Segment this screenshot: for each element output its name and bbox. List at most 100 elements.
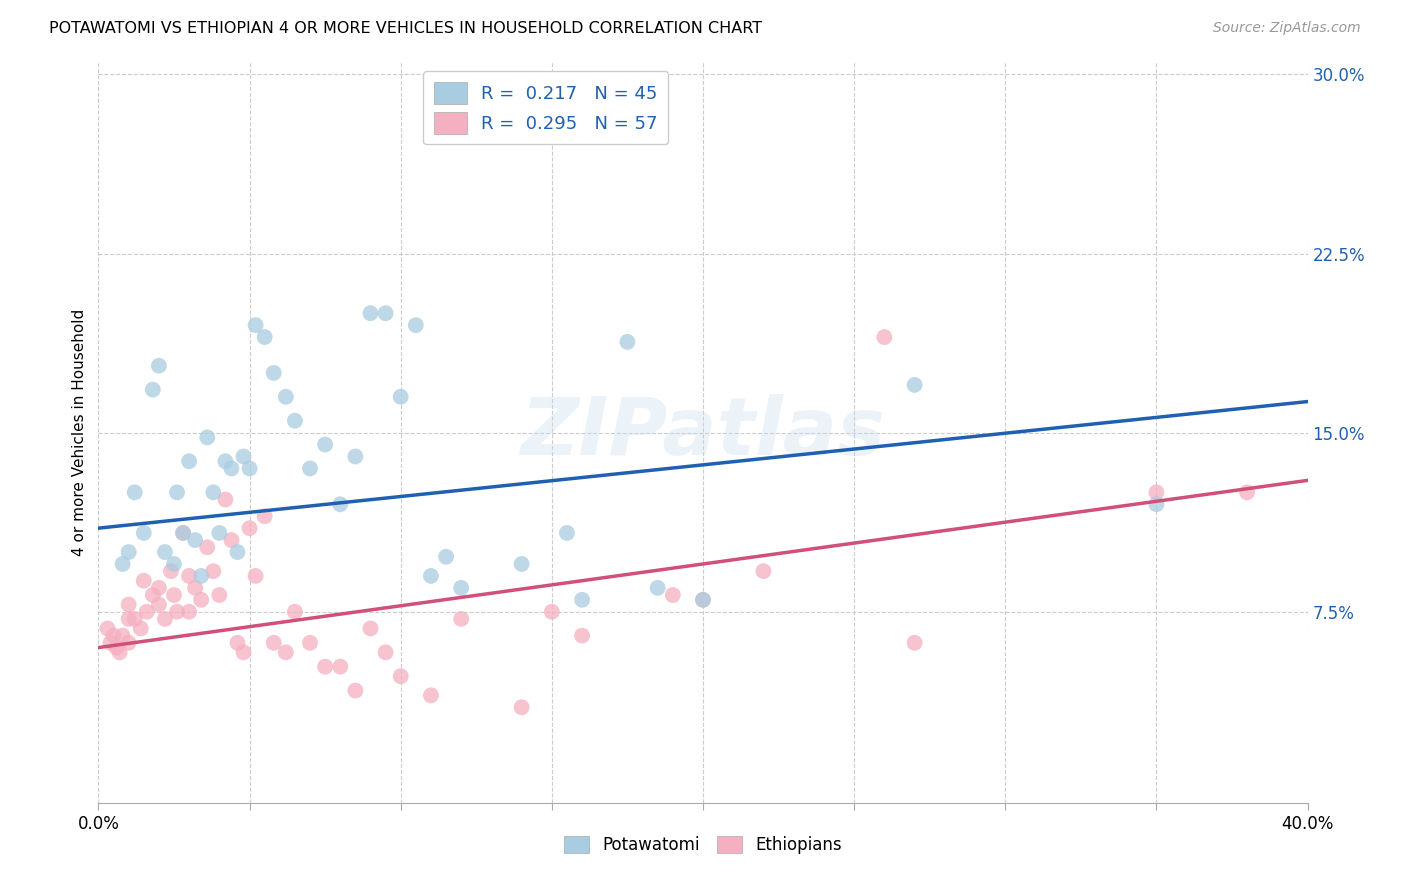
Point: [1236, 485, 1258, 500]
Point: [148, 581, 170, 595]
Point: [172, 525, 194, 540]
Point: [108, 645, 131, 659]
Point: [374, 306, 396, 320]
Point: [214, 454, 236, 468]
Point: [111, 557, 134, 571]
Point: [510, 700, 533, 714]
Text: POTAWATOMI VS ETHIOPIAN 4 OR MORE VEHICLES IN HOUSEHOLD CORRELATION CHART: POTAWATOMI VS ETHIOPIAN 4 OR MORE VEHICL…: [49, 21, 762, 36]
Point: [253, 509, 276, 524]
Point: [232, 645, 254, 659]
Point: [329, 497, 352, 511]
Point: [184, 533, 207, 547]
Point: [153, 545, 176, 559]
Point: [245, 318, 267, 333]
Point: [904, 377, 927, 392]
Text: ZIPatlas: ZIPatlas: [520, 393, 886, 472]
Point: [208, 588, 231, 602]
Point: [135, 605, 157, 619]
Point: [661, 588, 683, 602]
Point: [124, 612, 146, 626]
Point: [232, 450, 254, 464]
Point: [226, 636, 249, 650]
Point: [221, 461, 243, 475]
Point: [166, 605, 188, 619]
Point: [163, 588, 186, 602]
Point: [555, 525, 578, 540]
Point: [96, 622, 118, 636]
Point: [239, 461, 262, 475]
Point: [647, 581, 669, 595]
Point: [111, 629, 134, 643]
Point: [510, 557, 533, 571]
Point: [179, 605, 201, 619]
Point: [420, 689, 443, 703]
Point: [299, 636, 322, 650]
Text: Source: ZipAtlas.com: Source: ZipAtlas.com: [1213, 21, 1361, 35]
Point: [405, 318, 427, 333]
Point: [118, 636, 141, 650]
Point: [450, 612, 472, 626]
Point: [129, 622, 152, 636]
Point: [208, 525, 231, 540]
Point: [195, 430, 218, 444]
Point: [540, 605, 562, 619]
Point: [124, 485, 146, 500]
Point: [179, 569, 201, 583]
Point: [344, 450, 367, 464]
Point: [420, 569, 443, 583]
Point: [190, 592, 212, 607]
Point: [118, 612, 141, 626]
Y-axis label: 4 or more Vehicles in Household: 4 or more Vehicles in Household: [72, 309, 87, 557]
Point: [374, 645, 396, 659]
Point: [752, 564, 775, 578]
Point: [274, 645, 297, 659]
Point: [166, 485, 188, 500]
Point: [132, 574, 155, 588]
Point: [184, 581, 207, 595]
Point: [142, 588, 165, 602]
Point: [1144, 485, 1167, 500]
Point: [245, 569, 267, 583]
Legend: Potawatomi, Ethiopians: Potawatomi, Ethiopians: [558, 830, 848, 861]
Point: [389, 390, 412, 404]
Point: [118, 545, 141, 559]
Point: [616, 334, 638, 349]
Point: [142, 383, 165, 397]
Point: [163, 557, 186, 571]
Point: [148, 598, 170, 612]
Point: [692, 592, 714, 607]
Point: [434, 549, 457, 564]
Point: [344, 683, 367, 698]
Point: [284, 605, 307, 619]
Point: [100, 636, 122, 650]
Point: [873, 330, 896, 344]
Point: [239, 521, 262, 535]
Point: [214, 492, 236, 507]
Point: [299, 461, 322, 475]
Point: [153, 612, 176, 626]
Point: [172, 525, 194, 540]
Point: [904, 636, 927, 650]
Point: [450, 581, 472, 595]
Point: [263, 636, 285, 650]
Point: [571, 592, 593, 607]
Point: [226, 545, 249, 559]
Point: [1144, 497, 1167, 511]
Point: [105, 640, 128, 655]
Point: [195, 541, 218, 555]
Point: [571, 629, 593, 643]
Point: [202, 485, 225, 500]
Point: [132, 525, 155, 540]
Point: [148, 359, 170, 373]
Point: [314, 659, 336, 673]
Point: [284, 414, 307, 428]
Point: [103, 629, 125, 643]
Point: [274, 390, 297, 404]
Point: [692, 592, 714, 607]
Point: [360, 622, 382, 636]
Point: [190, 569, 212, 583]
Point: [118, 598, 141, 612]
Point: [314, 437, 336, 451]
Point: [253, 330, 276, 344]
Point: [202, 564, 225, 578]
